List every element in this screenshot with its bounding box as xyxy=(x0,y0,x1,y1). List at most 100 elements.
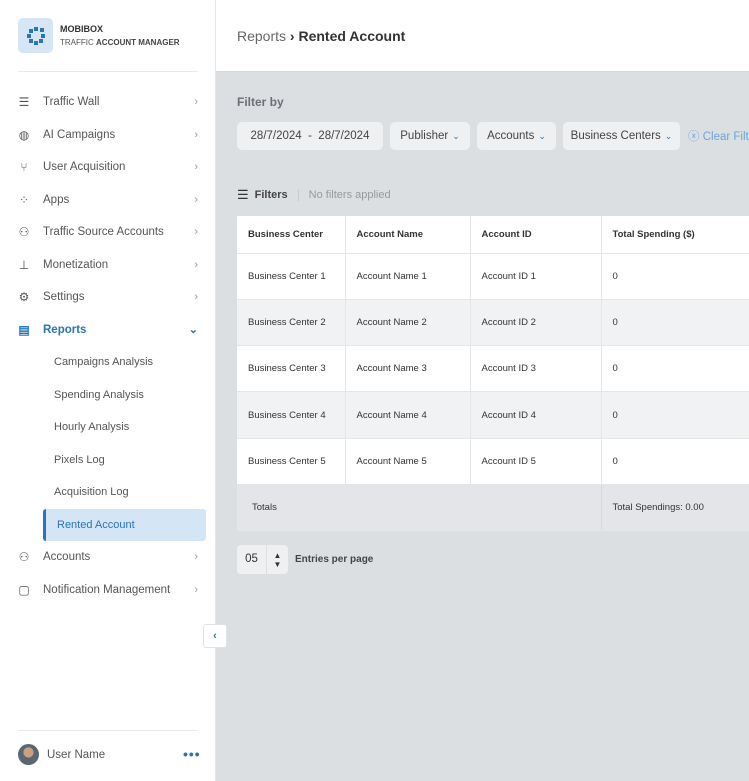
nav-menu: ☰ Traffic Wall › ◍ AI Campaigns › ⑂ User Acqu… xyxy=(0,86,216,606)
chevron-right-icon: › xyxy=(194,258,198,271)
chevron-right-icon: › xyxy=(194,128,198,141)
gear-icon: ⚙ xyxy=(18,290,30,305)
totals-label: Totals xyxy=(237,484,602,531)
business-centers-dropdown[interactable]: Business Centers ⌄ xyxy=(563,122,680,150)
breadcrumb: Reports › Rented Account xyxy=(237,28,406,44)
list-icon: ☰ xyxy=(18,95,30,110)
more-options-icon[interactable]: ••• xyxy=(183,746,201,762)
table-row: Business Center 3 Account Name 3 Account I… xyxy=(237,345,749,393)
cell: Business Center 4 xyxy=(237,391,346,439)
sidebar-item-user-acquisition[interactable]: ⑂ User Acquisition › xyxy=(0,151,216,184)
cell: 0 xyxy=(601,253,749,300)
sidebar-item-notification-management[interactable]: ▢ Notification Management › xyxy=(0,574,216,607)
sidebar-subitem-campaigns-analysis[interactable]: Campaigns Analysis xyxy=(54,356,154,369)
publisher-dropdown[interactable]: Publisher ⌄ xyxy=(390,122,470,150)
pagination: 05 ▲ ▼ Entries per page xyxy=(237,545,373,574)
users-icon: ⚇ xyxy=(18,225,30,240)
chevron-right-icon: › xyxy=(194,161,198,174)
label: Monetization xyxy=(43,258,109,271)
sidebar-item-apps[interactable]: ⁘ Apps › xyxy=(0,184,216,217)
table-header-row: Business Center Account Name Account ID … xyxy=(237,216,749,254)
sidebar-item-ai-campaigns[interactable]: ◍ AI Campaigns › xyxy=(0,119,216,152)
entries-label: Entries per page xyxy=(295,554,374,565)
collapse-sidebar-button[interactable]: ‹ xyxy=(203,624,227,648)
apps-icon: ⁘ xyxy=(18,192,30,207)
chevron-right-icon: › xyxy=(194,583,198,596)
cell: Business Center 1 xyxy=(237,253,346,300)
sidebar-item-reports[interactable]: ▤ Reports ⌄ xyxy=(0,314,216,347)
label: Reports xyxy=(43,323,87,336)
chevron-right-icon: › xyxy=(194,226,198,239)
breadcrumb-parent[interactable]: Reports xyxy=(237,28,287,44)
label: Notification Management xyxy=(43,583,171,596)
sidebar-item-monetization[interactable]: ⊥ Monetization › xyxy=(0,249,216,282)
stepper-arrows[interactable]: ▲ ▼ xyxy=(267,551,288,569)
table-row: Business Center 5 Account Name 5 Account I… xyxy=(237,438,749,485)
date-range-picker[interactable]: 28/7/2024 - 28/7/2024 xyxy=(237,122,383,150)
entries-per-page-stepper[interactable]: 05 ▲ ▼ xyxy=(237,545,288,574)
cell: Account Name 4 xyxy=(345,391,471,439)
sidebar-subitem-hourly-analysis[interactable]: Hourly Analysis xyxy=(54,421,130,434)
clear-filters-button[interactable]: ⓧ Clear Filters xyxy=(688,128,749,144)
table-row: Business Center 1 Account Name 1 Account I… xyxy=(237,253,749,300)
chevron-right-icon: › xyxy=(194,291,198,304)
user-profile[interactable]: User Name xyxy=(18,744,105,765)
arrow-down-icon[interactable]: ▼ xyxy=(273,559,282,569)
divider xyxy=(18,730,197,731)
arrow-up-icon[interactable]: ▲ xyxy=(273,550,282,560)
totals-row: Totals Total Spendings: 0.00 xyxy=(237,484,749,531)
label: Traffic Wall xyxy=(43,96,100,109)
cell: Account Name 3 xyxy=(345,345,471,393)
label: Accounts xyxy=(487,130,535,142)
chevron-down-icon: ⌄ xyxy=(188,324,198,337)
column-header[interactable]: Account Name xyxy=(345,216,471,254)
column-header[interactable]: Business Center xyxy=(237,216,346,254)
cell: Account Name 1 xyxy=(345,253,471,300)
label: Apps xyxy=(43,193,70,206)
accounts-icon: ⚇ xyxy=(18,550,30,565)
cell: Account ID 5 xyxy=(470,438,602,485)
brand-name: MOBIBOX xyxy=(60,24,104,34)
sidebar-item-accounts[interactable]: ⚇ Accounts › xyxy=(0,541,216,574)
totals-value: Total Spendings: 0.00 xyxy=(601,484,749,531)
sidebar-item-traffic-wall[interactable]: ☰ Traffic Wall › xyxy=(0,86,216,119)
label: Settings xyxy=(43,291,85,304)
cell: Account ID 1 xyxy=(470,253,602,300)
cell: 0 xyxy=(601,345,749,393)
date-range-value: 28/7/2024 - 28/7/2024 xyxy=(250,130,370,142)
sidebar-subitem-acquisition-log[interactable]: Acquisition Log xyxy=(54,486,129,499)
divider xyxy=(18,71,197,72)
filters-bar: ☰ Filters No filters applied xyxy=(237,187,391,203)
label: Accounts xyxy=(43,551,91,564)
sidebar-item-traffic-source-accounts[interactable]: ⚇ Traffic Source Accounts › xyxy=(0,216,216,249)
globe-icon: ◍ xyxy=(18,127,30,142)
sidebar-item-settings[interactable]: ⚙ Settings › xyxy=(0,281,216,314)
header: Reports › Rented Account xyxy=(216,0,749,72)
entries-value[interactable]: 05 xyxy=(237,545,267,574)
sidebar-subitem-pixels-log[interactable]: Pixels Log xyxy=(54,453,105,466)
logo xyxy=(18,18,53,53)
subtitle-light: TRAFFIC xyxy=(60,38,94,47)
filter-title: Filter by xyxy=(237,95,284,109)
sidebar-subitem-spending-analysis[interactable]: Spending Analysis xyxy=(54,388,144,401)
sidebar-subitem-rented-account[interactable]: Rented Account xyxy=(43,508,206,541)
label: User Acquisition xyxy=(43,161,126,174)
label: Business Centers xyxy=(570,130,661,142)
chevron-down-icon: ⌄ xyxy=(538,130,546,141)
label: Publisher xyxy=(400,130,449,142)
branch-icon: ⑂ xyxy=(20,160,28,175)
cell: Business Center 3 xyxy=(237,345,346,393)
divider xyxy=(297,189,299,201)
chevron-right-icon: › xyxy=(194,96,198,109)
table-row: Business Center 2 Account Name 2 Account I… xyxy=(237,299,749,347)
column-header[interactable]: Account ID xyxy=(470,216,602,254)
table-row: Business Center 4 Account Name 4 Account I… xyxy=(237,391,749,439)
accounts-dropdown[interactable]: Accounts ⌄ xyxy=(477,122,556,150)
column-header[interactable]: Total Spending ($) xyxy=(601,216,749,254)
filters-toggle[interactable]: Filters xyxy=(254,189,288,201)
chevron-right-icon: › xyxy=(194,551,198,564)
mobibox-logo-icon xyxy=(26,26,45,45)
filter-icon[interactable]: ☰ xyxy=(237,187,249,202)
subtitle-bold: ACCOUNT MANAGER xyxy=(96,38,180,47)
cell: Account Name 2 xyxy=(345,299,471,347)
